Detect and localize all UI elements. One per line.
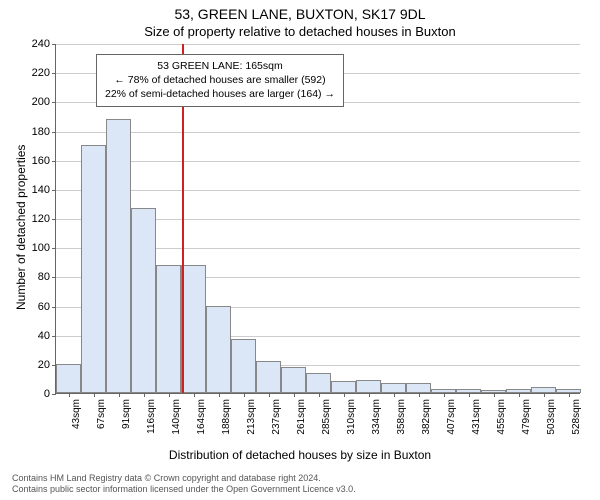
xtick-label: 334sqm — [371, 399, 382, 435]
xtick-mark — [269, 393, 270, 397]
ytick-mark — [52, 307, 56, 308]
footer: Contains HM Land Registry data © Crown c… — [12, 473, 356, 496]
footer-line-1: Contains HM Land Registry data © Crown c… — [12, 473, 356, 485]
xtick-mark — [194, 393, 195, 397]
xtick-mark — [144, 393, 145, 397]
histogram-bar — [356, 380, 381, 393]
xtick-mark — [94, 393, 95, 397]
xtick-label: 237sqm — [271, 399, 282, 435]
xtick-label: 67sqm — [96, 399, 107, 429]
xtick-mark — [319, 393, 320, 397]
page-title: 53, GREEN LANE, BUXTON, SK17 9DL — [0, 0, 600, 22]
footer-line-2: Contains public sector information licen… — [12, 484, 356, 496]
xtick-label: 310sqm — [346, 399, 357, 435]
xtick-label: 431sqm — [471, 399, 482, 435]
xtick-label: 43sqm — [71, 399, 82, 429]
xtick-mark — [394, 393, 395, 397]
xtick-mark — [344, 393, 345, 397]
ytick-mark — [52, 161, 56, 162]
page-subtitle: Size of property relative to detached ho… — [0, 22, 600, 39]
xtick-label: 213sqm — [246, 399, 257, 435]
histogram-bar — [256, 361, 281, 393]
xtick-label: 91sqm — [121, 399, 132, 429]
ytick-mark — [52, 102, 56, 103]
annotation-line-1: 53 GREEN LANE: 165sqm — [105, 59, 335, 73]
xtick-label: 479sqm — [521, 399, 532, 435]
annotation-line-3: 22% of semi-detached houses are larger (… — [105, 87, 335, 101]
histogram-bar — [281, 367, 306, 393]
histogram-bar — [181, 265, 206, 393]
xtick-label: 140sqm — [171, 399, 182, 435]
histogram-bar — [56, 364, 81, 393]
xtick-label: 116sqm — [146, 399, 157, 434]
annotation-line-2: ← 78% of detached houses are smaller (59… — [105, 73, 335, 87]
page-container: 53, GREEN LANE, BUXTON, SK17 9DL Size of… — [0, 0, 600, 500]
xtick-mark — [544, 393, 545, 397]
xtick-label: 285sqm — [321, 399, 332, 435]
histogram-bar — [231, 339, 256, 393]
xtick-mark — [369, 393, 370, 397]
xtick-mark — [219, 393, 220, 397]
xtick-mark — [294, 393, 295, 397]
histogram-bar — [381, 383, 406, 393]
xtick-mark — [519, 393, 520, 397]
xtick-mark — [169, 393, 170, 397]
ytick-mark — [52, 73, 56, 74]
xtick-label: 455sqm — [496, 399, 507, 435]
ytick-mark — [52, 44, 56, 45]
ytick-mark — [52, 190, 56, 191]
ytick-mark — [52, 248, 56, 249]
gridline — [56, 190, 580, 191]
histogram-bar — [406, 383, 431, 393]
xtick-label: 382sqm — [421, 399, 432, 435]
ytick-mark — [52, 219, 56, 220]
histogram-bar — [206, 306, 231, 394]
xtick-label: 358sqm — [396, 399, 407, 435]
xtick-label: 407sqm — [446, 399, 457, 435]
xtick-label: 164sqm — [196, 399, 207, 435]
ytick-mark — [52, 132, 56, 133]
xtick-mark — [244, 393, 245, 397]
gridline — [56, 132, 580, 133]
xtick-mark — [444, 393, 445, 397]
gridline — [56, 44, 580, 45]
ytick-mark — [52, 394, 56, 395]
gridline — [56, 161, 580, 162]
histogram-chart: 53 GREEN LANE: 165sqm ← 78% of detached … — [55, 44, 580, 394]
xtick-mark — [419, 393, 420, 397]
annotation-box: 53 GREEN LANE: 165sqm ← 78% of detached … — [96, 54, 344, 107]
xtick-mark — [469, 393, 470, 397]
xtick-label: 188sqm — [221, 399, 232, 435]
xtick-label: 528sqm — [571, 399, 582, 435]
histogram-bar — [81, 145, 106, 393]
y-axis-label: Number of detached properties — [14, 145, 28, 310]
xtick-mark — [494, 393, 495, 397]
xtick-label: 261sqm — [296, 399, 307, 435]
xtick-label: 503sqm — [546, 399, 557, 435]
histogram-bar — [106, 119, 131, 393]
xtick-mark — [119, 393, 120, 397]
histogram-bar — [331, 381, 356, 393]
xtick-mark — [569, 393, 570, 397]
histogram-bar — [131, 208, 156, 393]
ytick-mark — [52, 336, 56, 337]
histogram-bar — [306, 373, 331, 393]
x-axis-label: Distribution of detached houses by size … — [0, 448, 600, 462]
ytick-mark — [52, 277, 56, 278]
xtick-mark — [69, 393, 70, 397]
histogram-bar — [156, 265, 181, 393]
